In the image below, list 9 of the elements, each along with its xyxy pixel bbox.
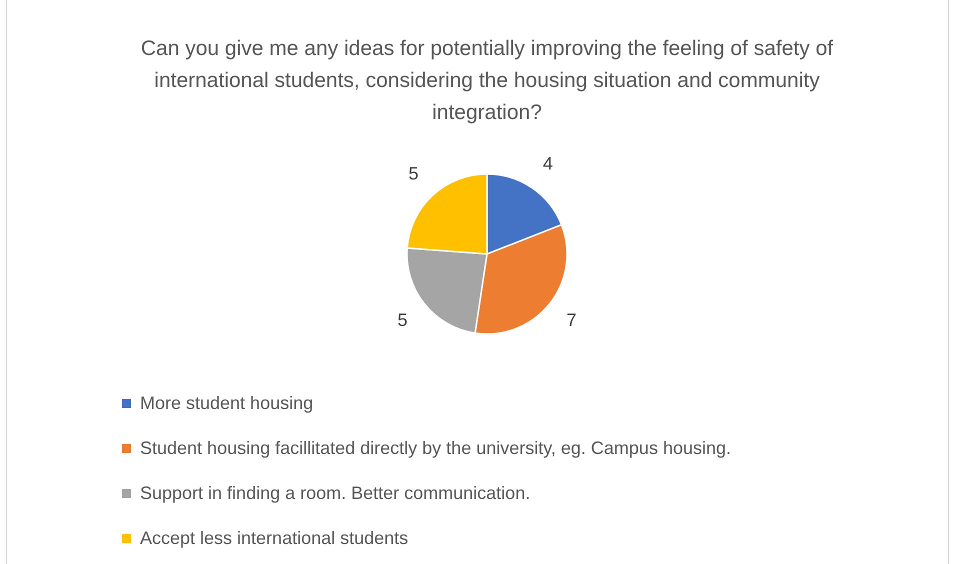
legend-label: More student housing [140,392,314,413]
legend-label: Support in finding a room. Better communication. [140,482,530,503]
data-label: 4 [542,154,553,174]
chart-title: Can you give me any ideas for potentially improving the feeling of safety of international students, considering the housing situation and community integration? [140,37,834,124]
legend-label: Student housing facillitated directly by the university, eg. Campus housing. [140,438,731,458]
data-label: 5 [408,164,419,184]
legend-label: Accept less international students [140,528,408,548]
data-label: 5 [398,310,408,330]
data-label: 7 [566,310,576,330]
